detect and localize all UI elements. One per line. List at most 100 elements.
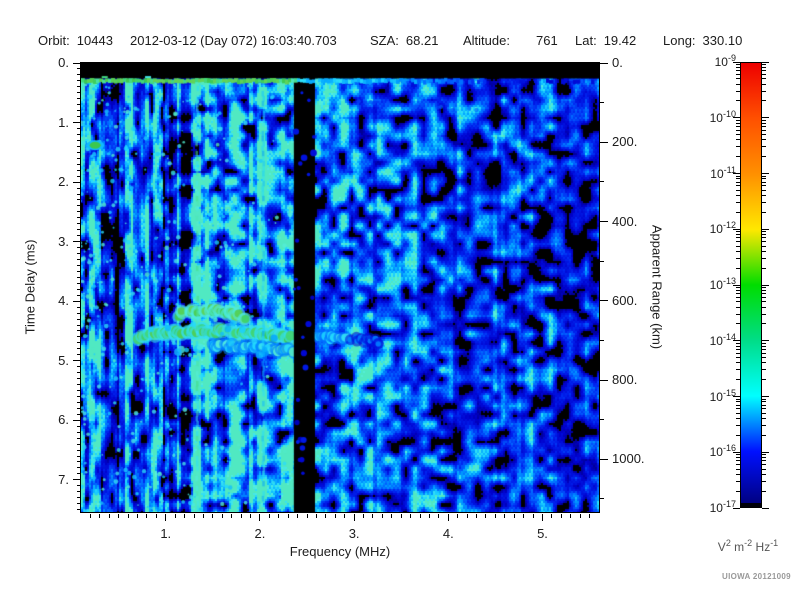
colorbar-minor-tick-left [736, 202, 740, 204]
colorbar-minor-tick-left [736, 195, 740, 197]
y-left-minor-tick [77, 145, 81, 147]
colorbar-minor-tick-right [762, 293, 766, 295]
y-left-minor-tick [77, 437, 81, 439]
colorbar-minor-tick-left [736, 398, 740, 400]
colorbar-major-tick-right [762, 507, 769, 509]
colorbar-minor-tick-left [736, 178, 740, 180]
y-left-minor-tick [77, 229, 81, 231]
colorbar-minor-tick-right [762, 454, 766, 456]
x-axis-minor-tick [551, 514, 553, 518]
colorbar-decade-label: 10-16 [709, 443, 736, 460]
colorbar-minor-tick-right [762, 73, 766, 75]
colorbar-minor-tick-left [736, 480, 740, 482]
x-axis-tick-label: 5. [537, 526, 548, 541]
orbit-value: 10443 [76, 33, 113, 48]
x-axis-minor-tick [297, 514, 299, 518]
y-left-minor-tick [77, 259, 81, 260]
colorbar-minor-tick-right [762, 401, 766, 403]
sza-label: SZA: [370, 33, 399, 48]
y-left-minor-tick [77, 80, 81, 82]
y-left-minor-tick [77, 288, 81, 290]
x-axis-minor-tick [202, 514, 204, 518]
colorbar-minor-tick-right [762, 490, 766, 492]
colorbar-major-tick-left [733, 61, 740, 63]
y-left-minor-tick [77, 413, 81, 415]
colorbar-decade-label: 10-11 [710, 164, 736, 181]
y-right-major-tick [600, 379, 608, 381]
colorbar-minor-tick-left [736, 90, 740, 92]
x-axis-minor-tick [306, 514, 308, 518]
colorbar-minor-tick-left [736, 490, 740, 492]
y-right-minor-tick [600, 339, 604, 341]
y-right-major-tick [600, 300, 608, 302]
colorbar-minor-tick-left [736, 293, 740, 295]
x-axis-minor-tick [89, 514, 91, 518]
colorbar-minor-tick-left [736, 267, 740, 269]
y-left-minor-tick [77, 336, 81, 338]
header-field-orbit: Orbit: 10443 [38, 33, 113, 48]
header-field-datetime: 2012-03-12 (Day 072) 16:03:40.703 [130, 33, 337, 48]
colorbar-minor-tick-left [736, 66, 740, 68]
colorbar-major-tick-left [733, 396, 740, 397]
x-axis-minor-tick [315, 514, 317, 518]
x-axis-minor-tick [250, 514, 252, 518]
colorbar-minor-tick-left [736, 134, 740, 136]
colorbar-minor-tick-left [736, 401, 740, 403]
colorbar-minor-tick-left [736, 412, 740, 414]
colorbar-minor-tick-left [736, 301, 740, 303]
colorbar-minor-tick-right [762, 195, 766, 197]
x-axis-minor-tick [476, 514, 478, 518]
y-right-minor-tick [600, 102, 604, 104]
colorbar-minor-tick-right [762, 434, 766, 436]
colorbar-major-tick-left [733, 284, 740, 286]
colorbar-minor-tick-left [736, 241, 740, 243]
y-left-minor-tick [77, 86, 81, 88]
x-axis-major-tick [259, 514, 261, 521]
y-left-minor-tick [77, 128, 81, 129]
y-left-minor-tick [77, 491, 81, 493]
colorbar-minor-tick-right [762, 352, 766, 354]
x-axis-minor-tick [155, 514, 157, 518]
colorbar-minor-tick-left [736, 352, 740, 354]
y-left-minor-tick [77, 497, 81, 499]
y-left-major-tick [73, 122, 81, 124]
colorbar-minor-tick-left [736, 434, 740, 436]
lat-value: 19.42 [603, 33, 637, 48]
colorbar-minor-tick-left [736, 146, 740, 148]
colorbar-minor-tick-right [762, 139, 766, 141]
lat-label: Lat: [575, 33, 597, 48]
colorbar-unit-label: V2 m-2 Hz-1 [717, 538, 779, 554]
y-left-minor-tick [77, 503, 81, 505]
colorbar-minor-tick-right [762, 379, 766, 381]
colorbar-minor-tick-right [762, 156, 766, 158]
colorbar-minor-tick-left [736, 323, 740, 325]
x-axis-minor-tick [127, 514, 129, 518]
colorbar-minor-tick-right [762, 296, 766, 298]
x-axis-minor-tick [137, 514, 138, 518]
plot-frame [80, 62, 600, 513]
colorbar-minor-tick-left [736, 473, 740, 475]
y-left-tick-label: 5. [58, 352, 69, 368]
colorbar-minor-tick-left [736, 211, 740, 213]
colorbar-minor-tick-left [736, 156, 740, 158]
colorbar-minor-tick-left [736, 306, 740, 308]
colorbar-minor-tick-left [736, 257, 740, 259]
y-right-minor-tick [600, 419, 604, 421]
colorbar-minor-tick-left [736, 425, 740, 427]
y-right-major-tick [600, 221, 608, 223]
colorbar-major-tick-right [762, 396, 769, 397]
colorbar-minor-tick-right [762, 202, 766, 204]
x-axis-minor-tick [108, 514, 110, 518]
y-left-tick-label: 0. [58, 55, 69, 70]
y-axis-left-title: Time Delay (ms) [22, 239, 38, 335]
colorbar-minor-tick-right [762, 404, 766, 406]
colorbar-minor-tick-right [762, 211, 766, 213]
y-left-minor-tick [77, 270, 81, 272]
x-axis-tick-label: 4. [442, 526, 454, 541]
colorbar-minor-tick-left [736, 369, 740, 371]
colorbar-minor-tick-left [736, 122, 740, 124]
colorbar-decade-label: 10-13 [709, 276, 736, 292]
x-axis-minor-tick [146, 514, 148, 518]
y-right-tick-label: 600. [612, 292, 638, 308]
header-info-line: Orbit: 10443 2012-03-12 (Day 072) 16:03:4… [0, 33, 800, 51]
